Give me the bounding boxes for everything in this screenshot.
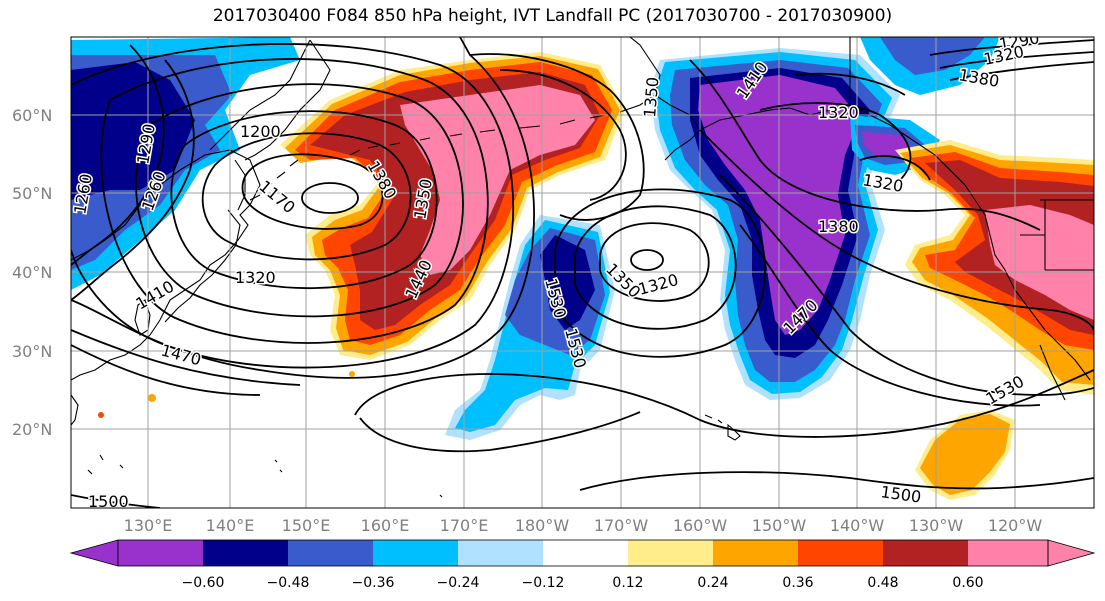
lat-tick-labels: 60°N 50°N 40°N 30°N 20°N [12, 106, 52, 439]
colorbar-bin [883, 540, 968, 566]
colorbar-extend-max [1047, 539, 1096, 567]
lon-tick-label: 170°W [594, 516, 649, 535]
contour-label: 1320 [235, 268, 276, 287]
colorbar-tick-label: 0.48 [867, 575, 898, 591]
colorbar-bin [628, 540, 713, 566]
colorbar-tick-label: −0.24 [437, 575, 480, 591]
colorbar-tick-label: −0.60 [182, 575, 225, 591]
lat-tick-label: 20°N [12, 420, 52, 439]
colorbar: −0.60 −0.48 −0.36 −0.24 −0.12 0.12 0.24 … [69, 539, 1096, 591]
positive-anomaly-subtropical [915, 410, 1015, 500]
lon-tick-label: 160°E [361, 516, 410, 535]
lon-tick-label: 180°W [515, 516, 570, 535]
colorbar-bin [203, 540, 288, 566]
contour-label: 1380 [818, 217, 859, 236]
colorbar-extend-min [69, 539, 119, 567]
lon-tick-label: 150°E [282, 516, 331, 535]
negative-anomaly-west [71, 37, 300, 290]
lat-tick-label: 50°N [12, 184, 52, 203]
colorbar-bin [288, 540, 373, 566]
contour-label: 1320 [982, 42, 1026, 69]
coastlines [71, 37, 1094, 498]
colorbar-tick-label: 0.24 [697, 575, 728, 591]
colorbar-tick-label: −0.36 [352, 575, 395, 591]
graticule [71, 37, 1094, 508]
lat-tick-label: 40°N [12, 263, 52, 282]
colorbar-bin [118, 540, 203, 566]
colorbar-bin [713, 540, 798, 566]
negative-anomaly-northeast [860, 37, 1000, 95]
lon-tick-label: 130°W [909, 516, 964, 535]
lon-tick-label: 140°W [830, 516, 885, 535]
map-panel: 1200 1170 1320 1350 1440 1410 1470 1290 … [71, 37, 1094, 511]
lon-tick-labels: 130°E 140°E 150°E 160°E 170°E 180°W 170°… [124, 516, 1043, 535]
contour-label: 1500 [88, 492, 129, 511]
map-title: 2017030400 F084 850 hPa height, IVT Land… [212, 6, 893, 26]
colorbar-bin [543, 540, 628, 566]
contour-label: 1200 [240, 122, 281, 141]
lat-tick-label: 60°N [12, 106, 52, 125]
colorbar-tick-label: −0.48 [267, 575, 310, 591]
lon-tick-label: 130°E [124, 516, 173, 535]
colorbar-tick-label: 0.36 [782, 575, 813, 591]
contour-label: 1350 [640, 76, 662, 118]
colorbar-tick-label: 0.12 [612, 575, 643, 591]
lon-tick-label: 150°W [752, 516, 807, 535]
colorbar-bin [458, 540, 543, 566]
colorbar-frame [117, 539, 1049, 567]
lon-tick-label: 140°E [206, 516, 255, 535]
contour-label: 1320 [818, 103, 859, 122]
colorbar-bin [373, 540, 458, 566]
map-frame [70, 36, 1095, 509]
colorbar-bin [798, 540, 883, 566]
lon-tick-label: 160°W [673, 516, 728, 535]
lon-tick-label: 120°W [988, 516, 1043, 535]
colorbar-tick-label: −0.12 [522, 575, 565, 591]
colorbar-bin [968, 540, 1048, 566]
height-contours [71, 37, 1094, 508]
lon-tick-label: 170°E [440, 516, 489, 535]
colorbar-tick-labels: −0.60 −0.48 −0.36 −0.24 −0.12 0.12 0.24 … [182, 575, 984, 591]
lat-tick-label: 30°N [12, 342, 52, 361]
colorbar-tick-label: 0.60 [952, 575, 983, 591]
